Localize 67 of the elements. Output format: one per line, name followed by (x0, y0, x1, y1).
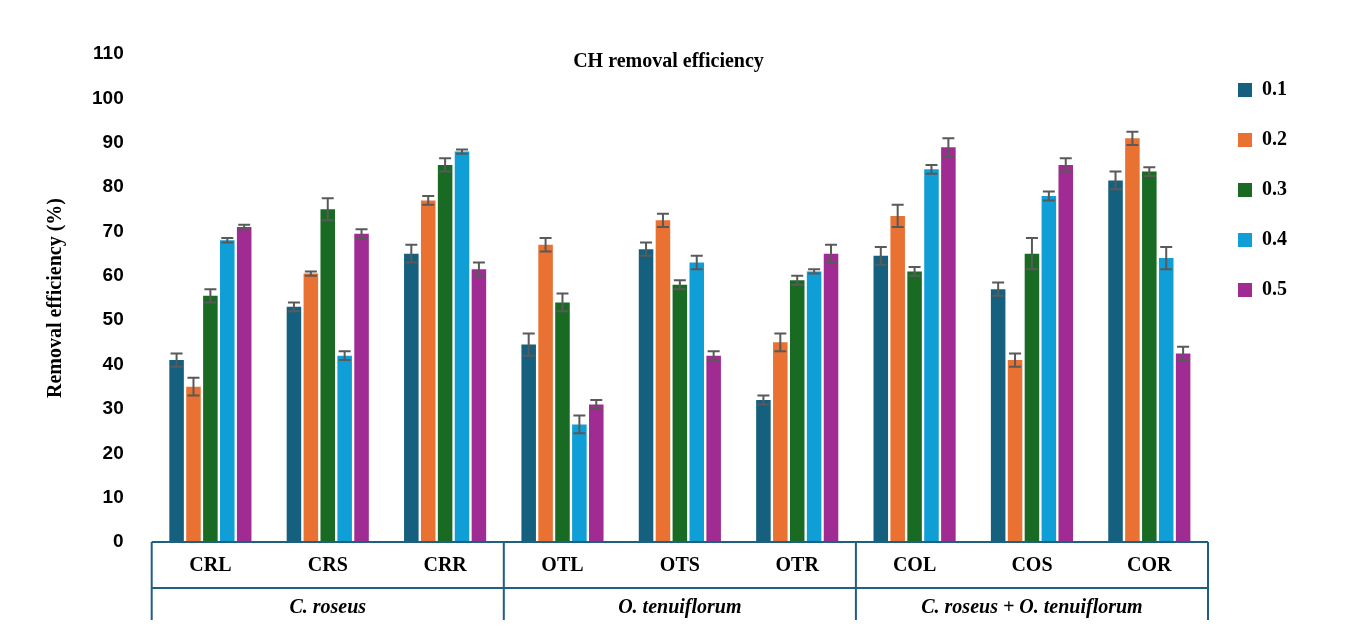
x-tick-label: OTS (659, 553, 700, 576)
y-tick-label: 110 (93, 42, 124, 64)
y-tick-label: 60 (102, 264, 124, 286)
bar (706, 355, 721, 542)
y-tick-label: 100 (92, 86, 124, 108)
bar (420, 200, 436, 542)
legend-label: 0.5 (1262, 277, 1287, 300)
x-tick-label: COS (1011, 553, 1053, 576)
x-tick-label: CRL (189, 553, 232, 576)
bar (907, 271, 922, 542)
bar (1125, 138, 1140, 542)
legend-label: 0.2 (1262, 127, 1287, 150)
y-tick-label: 90 (102, 130, 124, 152)
bar (789, 280, 805, 542)
bar (672, 284, 688, 542)
y-tick-label: 50 (102, 308, 124, 330)
text: O. tenuiflorum (618, 595, 742, 619)
bar (555, 302, 570, 542)
bar (572, 424, 587, 542)
x-tick-label: OTR (775, 553, 820, 576)
bar (806, 271, 822, 542)
bar (437, 164, 453, 542)
bar (890, 215, 905, 542)
bar (186, 386, 201, 542)
legend-label: 0.3 (1262, 177, 1287, 200)
y-tick-label: 0 (113, 530, 124, 552)
bar (1058, 164, 1074, 542)
x-tick-label: CRS (307, 553, 348, 576)
y-tick-label: 30 (102, 397, 124, 419)
bar (1142, 171, 1157, 542)
bar (538, 244, 553, 542)
bar (454, 151, 470, 542)
bar (1024, 253, 1040, 542)
y-tick-label: 80 (102, 175, 124, 197)
bar (1007, 360, 1023, 542)
x-tick-label: COR (1127, 553, 1173, 576)
bar (203, 295, 218, 542)
bar (320, 209, 336, 542)
bar (1175, 353, 1191, 542)
bar (655, 220, 671, 542)
bar (1041, 195, 1057, 542)
bar (236, 227, 252, 542)
y-tick-label: 10 (102, 485, 124, 507)
chart-title: CH removal efficiency (573, 49, 764, 73)
bar (471, 269, 487, 542)
bar (1158, 258, 1174, 542)
x-tick-label: CRR (423, 553, 468, 576)
bar (823, 253, 839, 542)
bar (303, 273, 319, 542)
x-tick-label: COL (892, 553, 937, 576)
y-axis-title: Removal efficiency (%) (43, 198, 67, 398)
legend-label: 0.4 (1262, 227, 1287, 250)
y-tick-label: 70 (102, 219, 124, 241)
bar (589, 404, 604, 542)
y-tick-label: 20 (102, 441, 124, 463)
x-tick-label: OTL (541, 553, 584, 576)
bar (941, 147, 956, 542)
text: C. roseus (289, 595, 367, 618)
bar (220, 240, 235, 542)
bar (689, 262, 705, 542)
y-tick-label: 40 (102, 352, 124, 374)
bar (354, 233, 369, 542)
bar (924, 169, 939, 542)
bar (773, 342, 788, 542)
legend-label: 0.1 (1262, 77, 1287, 100)
bar (337, 355, 352, 542)
text: C. roseus + O. tenuiflorum (921, 595, 1143, 619)
